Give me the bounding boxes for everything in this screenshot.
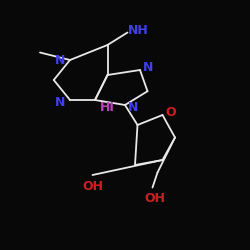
Text: N: N [54, 54, 65, 66]
Text: NH: NH [128, 24, 148, 36]
Text: HI: HI [100, 101, 115, 114]
Text: O: O [165, 106, 175, 119]
Text: N: N [142, 61, 153, 74]
Text: N: N [128, 101, 138, 114]
Text: N: N [54, 96, 65, 109]
Text: OH: OH [144, 192, 166, 205]
Text: OH: OH [82, 180, 103, 193]
